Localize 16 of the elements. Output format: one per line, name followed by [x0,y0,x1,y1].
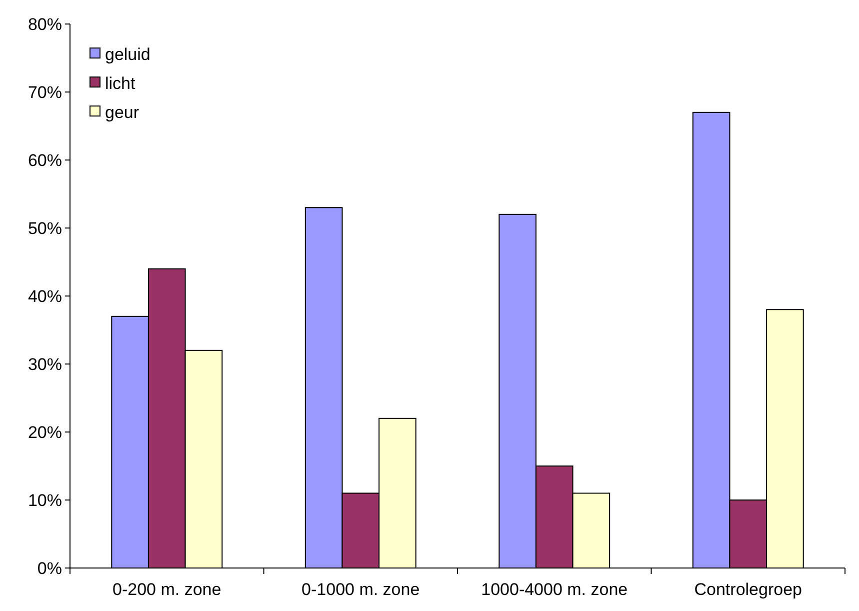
y-tick-label: 0% [37,558,62,578]
y-tick-label: 20% [28,422,62,442]
y-tick-label: 40% [28,286,62,306]
y-tick-label: 80% [28,14,62,34]
y-tick-label: 60% [28,150,62,170]
y-tick-label: 10% [28,490,62,510]
x-tick-label: 0-1000 m. zone [302,580,420,599]
legend-label: geluid [105,44,150,64]
y-tick-label: 70% [28,82,62,102]
legend-label: licht [105,74,136,93]
y-tick-label: 30% [28,354,62,374]
x-tick-label: 0-200 m. zone [112,580,222,599]
x-tick-label: Controlegroep [694,580,802,599]
legend-label: geur [105,102,140,122]
x-tick-label: 1000-4000 m. zone [481,580,628,599]
y-tick-label: 50% [28,218,62,238]
